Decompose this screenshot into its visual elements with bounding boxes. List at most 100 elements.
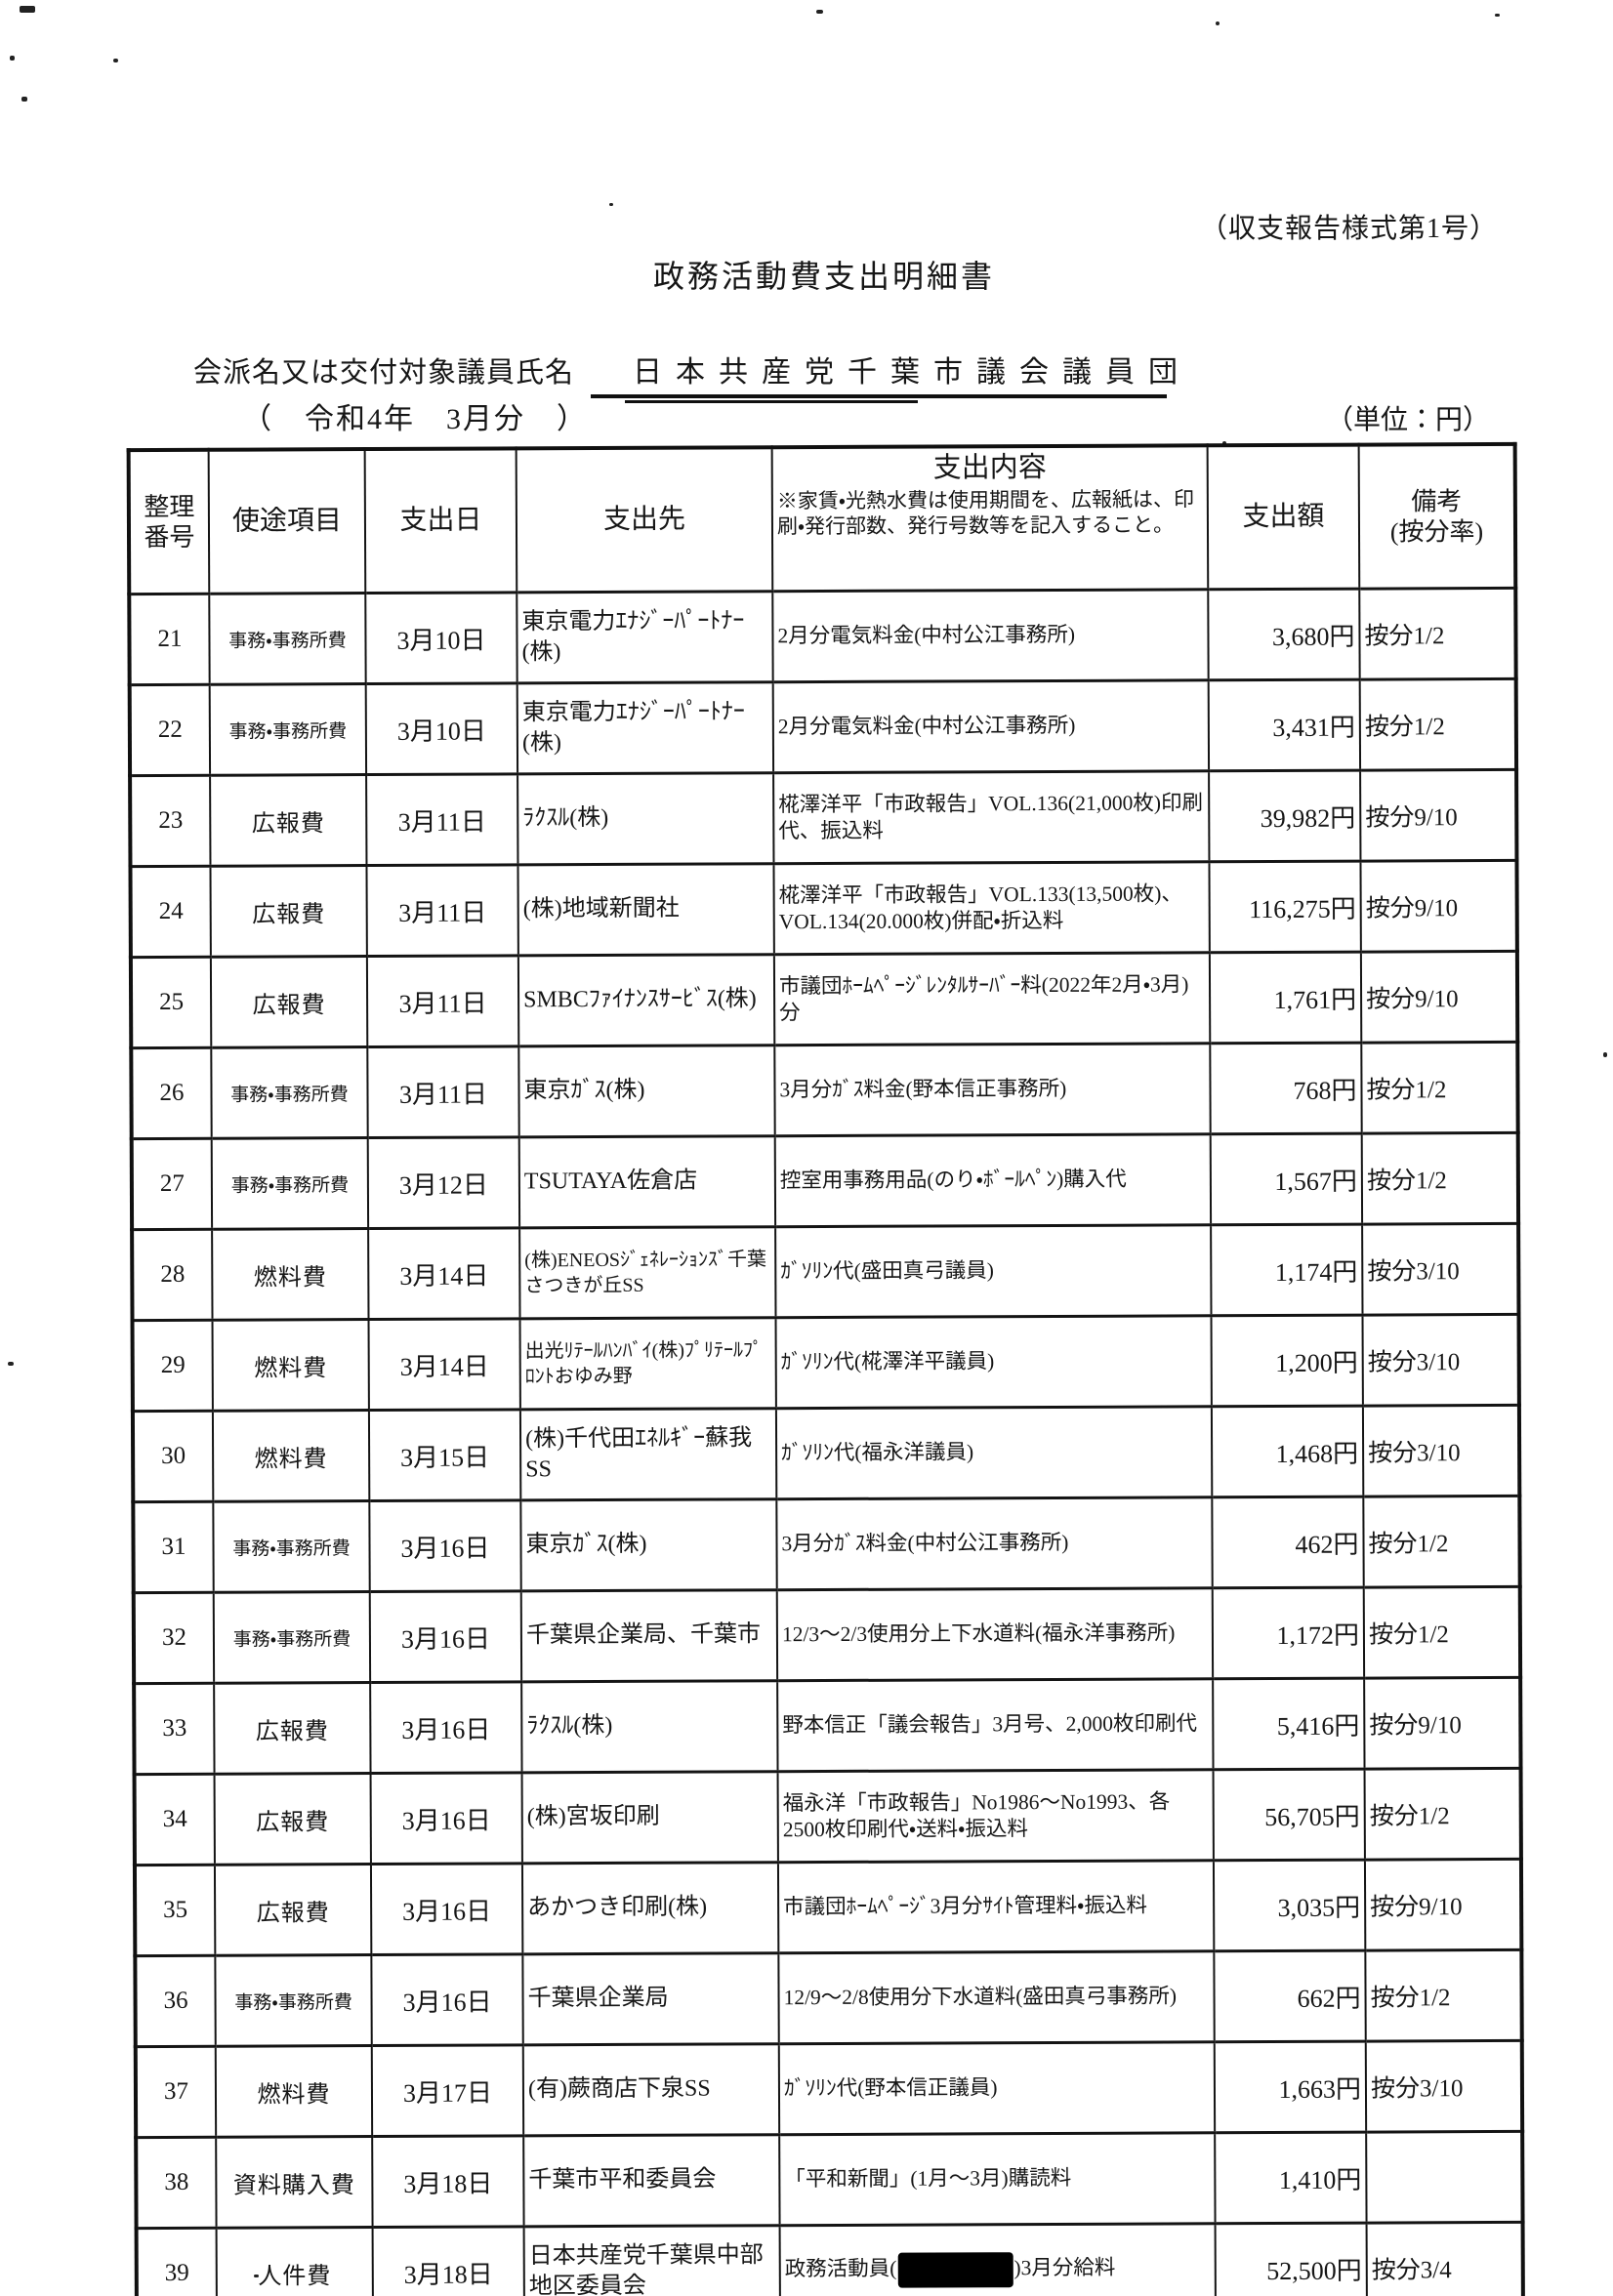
- table-row: 26 事務・事務所費 3月11日 東京ｶﾞｽ(株) 3月分ｶﾞｽ料金(野本信正事…: [131, 1042, 1518, 1139]
- cell-expense-date: 3月16日: [371, 1953, 523, 2046]
- cell-payee: SMBCﾌｧｲﾅﾝｽｻｰﾋﾞｽ(株): [517, 954, 775, 1046]
- cell-amount: 662円: [1214, 1950, 1366, 2042]
- cell-expense-content: 3月分ｶﾞｽ料金(野本信正事務所): [774, 1043, 1211, 1136]
- header-date: 支出日: [364, 448, 517, 594]
- cell-expense-date: 3月15日: [368, 1409, 521, 1501]
- cell-payee: 千葉県企業局、千葉市: [520, 1589, 778, 1682]
- cell-expense-content: ｶﾞｿﾘﾝ代(椛澤洋平議員): [775, 1315, 1212, 1409]
- cell-amount: 116,275円: [1209, 861, 1361, 953]
- cell-amount: 462円: [1212, 1496, 1364, 1588]
- cell-payee: 千葉市平和委員会: [523, 2134, 780, 2227]
- cell-expense-content: 2月分電気料金(中村公江事務所): [772, 589, 1209, 682]
- cell-expense-category: 事務・事務所費: [211, 1046, 368, 1139]
- cell-amount: 1,468円: [1211, 1406, 1364, 1497]
- scan-speck: [20, 6, 35, 13]
- cell-expense-content: 12/3〜2/3使用分上下水道料(福永洋事務所): [776, 1587, 1214, 1681]
- unit-label: （単位：円）: [1326, 405, 1491, 435]
- cell-expense-category: 燃料費: [212, 1319, 369, 1412]
- cell-payee: 日本共産党千葉県中部地区委員会: [523, 2225, 780, 2296]
- table-row: 38 資料購入費 3月18日 千葉市平和委員会 「平和新聞」(1月〜3月)購読料…: [136, 2131, 1523, 2229]
- cell-remarks: 按分3/10: [1362, 1223, 1519, 1316]
- cell-amount: 1,663円: [1214, 2041, 1367, 2133]
- faction-line: 会派名又は交付対象議員氏名 日本共産党千葉市議会議員団: [193, 348, 1191, 390]
- scan-speck: [816, 10, 823, 14]
- header-no: 整理 番号: [128, 449, 210, 594]
- cell-amount: 3,680円: [1208, 589, 1360, 680]
- cell-expense-category: 燃料費: [212, 1228, 369, 1321]
- cell-entry-number: 33: [134, 1683, 215, 1775]
- cell-expense-content: 3月分ｶﾞｽ料金(中村公江事務所): [776, 1496, 1213, 1590]
- period-label: （ 令和4年 3月分 ）: [242, 403, 588, 435]
- cell-entry-number: 38: [136, 2137, 217, 2229]
- cell-amount: 56,705円: [1213, 1769, 1365, 1861]
- cell-payee: TSUTAYA佐倉店: [518, 1135, 776, 1228]
- cell-amount: 768円: [1210, 1043, 1362, 1134]
- expense-table-header: 整理 番号 使途項目 支出日 支出先 支出内容 ※家賃・光熱水費は使用期間を、広…: [128, 443, 1516, 594]
- table-row: 33 広報費 3月16日 ﾗｸｽﾙ(株) 野本信正「議会報告」3月号、2,000…: [134, 1677, 1521, 1775]
- table-row: 35 広報費 3月16日 あかつき印刷(株) 市議団ﾎｰﾑﾍﾟｰｼﾞ3月分ｻｲﾄ…: [134, 1859, 1522, 1956]
- faction-underline-smudge: [625, 400, 918, 403]
- scan-speck: [1222, 441, 1226, 445]
- table-row: 39 人件費 3月18日 日本共産党千葉県中部地区委員会 政務活動員()3月分給…: [136, 2222, 1523, 2296]
- cell-expense-category: 人件費: [216, 2227, 373, 2296]
- cell-payee: 出光ﾘﾃｰﾙﾊﾝﾊﾞｲ(株)ﾌﾟﾘﾃｰﾙﾌﾟﾛﾝﾄおゆみ野: [519, 1317, 776, 1410]
- cell-expense-content: ｶﾞｿﾘﾝ代(盛田真弓議員): [775, 1224, 1212, 1318]
- cell-remarks: 按分9/10: [1360, 860, 1517, 953]
- cell-expense-content: 福永洋「市政報告」No1986〜No1993、各2500枚印刷代・送料・振込料: [777, 1769, 1214, 1863]
- cell-expense-date: 3月10日: [365, 592, 517, 684]
- expense-table-body: 21 事務・事務所費 3月10日 東京電力ｴﾅｼﾞｰﾊﾟｰﾄﾅｰ(株) 2月分電…: [129, 588, 1523, 2296]
- cell-remarks: 按分1/2: [1364, 1768, 1521, 1861]
- cell-expense-category: 広報費: [210, 956, 368, 1048]
- cell-entry-number: 26: [131, 1047, 212, 1139]
- cell-entry-number: 36: [135, 1955, 216, 2047]
- table-row: 23 広報費 3月11日 ﾗｸｽﾙ(株) 椛澤洋平「市政報告」VOL.136(2…: [130, 769, 1517, 867]
- header-content: 支出内容 ※家賃・光熱水費は使用期間を、広報紙は、印刷・発行部数、発行号数等を記…: [771, 445, 1209, 592]
- cell-payee: 千葉県企業局: [522, 1952, 779, 2045]
- cell-remarks: 按分9/10: [1364, 1677, 1521, 1770]
- expense-table: 整理 番号 使途項目 支出日 支出先 支出内容 ※家賃・光熱水費は使用期間を、広…: [126, 441, 1526, 2296]
- cell-amount: 1,200円: [1211, 1315, 1363, 1407]
- cell-remarks: [1366, 2131, 1523, 2224]
- cell-expense-category: 事務・事務所費: [209, 593, 366, 685]
- cell-expense-content: 市議団ﾎｰﾑﾍﾟｰｼﾞ3月分ｻｲﾄ管理料・振込料: [777, 1860, 1215, 1953]
- cell-payee: (株)宮坂印刷: [521, 1771, 778, 1864]
- cell-entry-number: 25: [130, 957, 212, 1048]
- cell-payee: (株)地域新聞社: [517, 863, 774, 956]
- scan-speck: [254, 2275, 259, 2277]
- cell-entry-number: 24: [130, 866, 211, 958]
- header-payee: 支出先: [516, 447, 773, 593]
- cell-expense-content: ｶﾞｿﾘﾝ代(福永洋議員): [775, 1406, 1213, 1499]
- cell-payee: (株)ENEOSｼﾞｪﾈﾚｰｼｮﾝｽﾞ千葉さつきが丘SS: [519, 1226, 776, 1319]
- cell-amount: 1,761円: [1209, 952, 1362, 1044]
- cell-expense-date: 3月10日: [365, 682, 518, 775]
- cell-expense-date: 3月16日: [369, 1590, 522, 1683]
- cell-expense-date: 3月18日: [372, 2135, 524, 2228]
- table-row: 30 燃料費 3月15日 (株)千代田ｴﾈﾙｷﾞｰ蘇我SS ｶﾞｿﾘﾝ代(福永洋…: [132, 1405, 1520, 1502]
- table-row: 36 事務・事務所費 3月16日 千葉県企業局 12/9〜2/8使用分下水道料(…: [135, 1949, 1522, 2047]
- cell-expense-category: 事務・事務所費: [213, 1591, 371, 1684]
- cell-expense-date: 3月16日: [370, 1681, 522, 1774]
- table-row: 32 事務・事務所費 3月16日 千葉県企業局、千葉市 12/3〜2/3使用分上…: [133, 1586, 1521, 1684]
- cell-expense-category: 事務・事務所費: [215, 1954, 372, 2047]
- cell-amount: 1,567円: [1210, 1133, 1363, 1225]
- table-row: 24 広報費 3月11日 (株)地域新聞社 椛澤洋平「市政報告」VOL.133(…: [130, 860, 1517, 958]
- cell-expense-content: 椛澤洋平「市政報告」VOL.136(21,000枚)印刷代、振込料: [773, 770, 1210, 864]
- cell-expense-date: 3月18日: [372, 2226, 524, 2296]
- cell-payee: ﾗｸｽﾙ(株): [521, 1680, 778, 1773]
- cell-expense-date: 3月16日: [370, 1863, 523, 1955]
- cell-amount: 3,035円: [1213, 1860, 1366, 1951]
- cell-entry-number: 32: [133, 1592, 215, 1684]
- cell-payee: (有)蕨商店下泉SS: [522, 2043, 780, 2136]
- cell-expense-content: 椛澤洋平「市政報告」VOL.133(13,500枚)、VOL.134(20.00…: [773, 861, 1210, 955]
- cell-amount: 3,431円: [1208, 679, 1361, 771]
- cell-entry-number: 27: [131, 1138, 213, 1230]
- cell-expense-content: 「平和新聞」(1月〜3月)購読料: [779, 2132, 1216, 2226]
- cell-amount: 1,174円: [1211, 1224, 1363, 1316]
- cell-expense-category: 事務・事務所費: [209, 683, 367, 776]
- cell-remarks: 按分3/10: [1362, 1314, 1519, 1407]
- scan-speck: [1495, 14, 1500, 17]
- redaction-box: [897, 2252, 1013, 2288]
- cell-remarks: 按分1/2: [1359, 588, 1516, 680]
- cell-entry-number: 37: [135, 2046, 217, 2138]
